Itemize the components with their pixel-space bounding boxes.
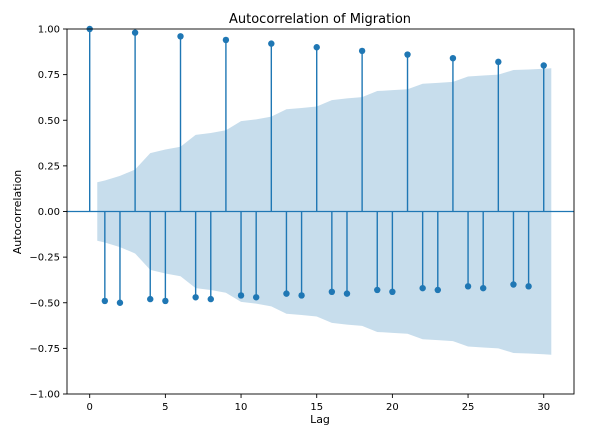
acf-point [298, 211, 305, 299]
x-axis-label: Lag [310, 413, 330, 426]
acf-point [374, 211, 381, 294]
acf-point [252, 211, 260, 301]
acf-marker [495, 58, 502, 66]
acf-marker [374, 286, 381, 294]
acf-point [116, 211, 124, 306]
y-tick-label: 0.25 [38, 161, 60, 172]
acf-point [101, 211, 109, 305]
y-tick-label: −0.75 [29, 344, 60, 355]
acf-point [131, 29, 139, 212]
acf-marker [252, 294, 260, 301]
acf-marker [328, 288, 336, 295]
acf-marker [464, 283, 472, 290]
acf-marker [343, 290, 351, 297]
acf-point [358, 47, 366, 212]
x-tick-label: 25 [462, 402, 475, 413]
y-tick-label: −0.50 [29, 298, 60, 309]
acf-marker [298, 292, 305, 299]
acf-marker [101, 297, 109, 305]
x-tick-label: 0 [87, 402, 93, 413]
y-axis-label: Autocorrelation [11, 170, 24, 255]
acf-point [192, 211, 199, 301]
acf-marker [525, 283, 532, 290]
acf-marker [177, 33, 184, 40]
acf-marker [540, 62, 547, 69]
y-tick-label: 0.75 [38, 70, 60, 81]
acf-point [283, 211, 290, 297]
x-tick-label: 10 [235, 402, 248, 413]
acf-marker [237, 292, 245, 299]
acf-point [495, 58, 502, 212]
acf-point [268, 40, 275, 212]
acf-point [449, 55, 457, 212]
acf-marker [283, 290, 290, 297]
stem-layer [86, 25, 547, 306]
acf-marker [479, 284, 487, 292]
acf-marker [389, 288, 396, 295]
acf-marker [268, 40, 275, 47]
acf-marker [162, 297, 169, 305]
acf-point [328, 211, 336, 295]
ticks-layer: 0 5 10 15 20 25 30 −1.00 −0.75 −0.50 −0.25 0.00 0.25… [29, 25, 550, 414]
x-tick-label: 30 [537, 402, 550, 413]
acf-point [162, 211, 169, 305]
acf-point [464, 211, 472, 290]
y-tick-label: −1.00 [29, 390, 60, 401]
x-tick-label: 5 [162, 402, 168, 413]
acf-marker [116, 299, 124, 306]
acf-point [177, 33, 184, 212]
acf-marker [434, 286, 441, 294]
y-tick-label: 1.00 [38, 25, 60, 36]
chart-title: Autocorrelation of Migration [229, 12, 411, 27]
acf-point [434, 211, 441, 294]
x-tick-label: 15 [310, 402, 323, 413]
acf-marker [222, 36, 230, 44]
acf-point [222, 36, 230, 212]
acf-point [419, 211, 426, 292]
y-tick-label: 0.00 [38, 207, 60, 218]
acf-marker [313, 44, 320, 51]
acf-marker [510, 281, 517, 288]
acf-marker [131, 29, 139, 36]
acf-marker [449, 55, 457, 62]
acf-point [525, 211, 532, 290]
acf-point [86, 25, 93, 212]
x-tick-label: 20 [386, 402, 399, 413]
acf-marker [358, 47, 366, 55]
acf-marker [419, 284, 426, 292]
y-tick-label: 0.50 [38, 116, 60, 127]
acf-point [313, 44, 320, 212]
acf-point [207, 211, 214, 303]
acf-point [404, 51, 411, 212]
acf-point [237, 211, 245, 299]
acf-point [510, 211, 517, 288]
acf-point [479, 211, 487, 292]
acf-point [147, 211, 154, 303]
acf-point [389, 211, 396, 295]
acf-marker [207, 295, 214, 303]
acf-point [540, 62, 547, 212]
acf-marker [192, 294, 199, 301]
acf-marker [404, 51, 411, 58]
y-tick-label: −0.25 [29, 253, 60, 264]
acf-marker [147, 295, 154, 303]
acf-point [343, 211, 351, 297]
